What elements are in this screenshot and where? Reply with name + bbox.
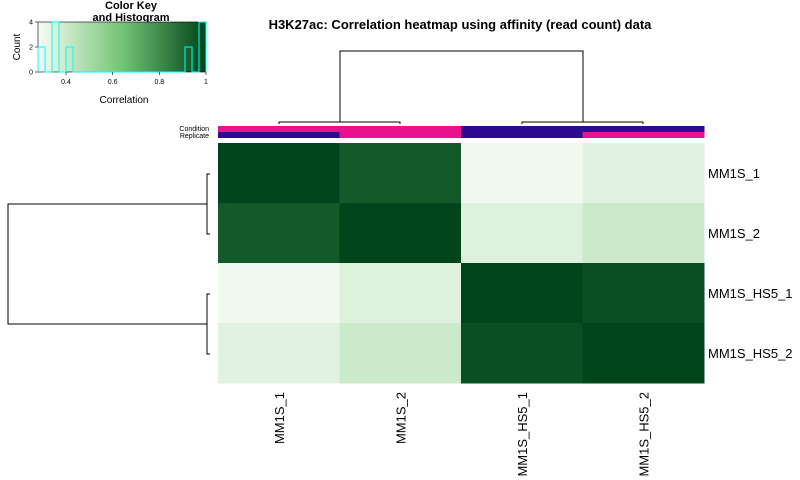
color-key-xtick-label: 0.8 [154,79,164,86]
column-label: MM1S_1 [272,392,287,444]
heatmap-cell-MM1S_HS5_2-MM1S_1 [218,323,340,384]
heatmap-cell-MM1S_HS5_2-MM1S_HS5_2 [583,323,705,384]
condition-bar-MM1S_HS5_1 [461,126,583,132]
annotation-label-replicate: Replicate [180,133,209,140]
row-dendrogram-root [8,204,207,324]
condition-bar-MM1S_1 [218,126,340,132]
row-label: MM1S_2 [708,226,760,241]
replicate-bar-MM1S_1 [218,132,340,138]
replicate-bar-MM1S_HS5_1 [461,132,583,138]
color-key-xtick-label: 0.6 [108,79,118,86]
color-key-ytick-label: 4 [29,20,33,27]
heatmap-cell-MM1S_1-MM1S_1 [218,143,340,204]
heatmap-cell-MM1S_2-MM1S_2 [340,203,462,264]
row-dendrogram-mm1s-branch [207,174,210,234]
color-key-ylabel: Count [12,33,23,60]
heatmap-cell-MM1S_1-MM1S_2 [340,143,462,204]
color-key-ytick-label: 0 [29,70,33,77]
color-key-xtick-label: 1 [204,79,208,86]
annotation-label-condition: Condition [179,126,209,133]
color-key-xtick-label: 0.4 [61,79,71,86]
heatmap-cell-MM1S_HS5_2-MM1S_2 [340,323,462,384]
row-label: MM1S_HS5_1 [708,286,793,301]
condition-bar-MM1S_HS5_2 [583,126,705,132]
replicate-bar-MM1S_2 [340,132,462,138]
column-label: MM1S_HS5_1 [515,392,530,477]
heatmap-cell-MM1S_HS5_1-MM1S_HS5_1 [461,263,583,324]
column-dendrogram-mm1s-branch [279,122,400,124]
color-key-ytick-label: 2 [29,45,33,52]
heatmap-cell-MM1S_2-MM1S_HS5_2 [583,203,705,264]
column-dendrogram-root [340,51,583,122]
annotation-bars: Condition Replicate [179,126,704,140]
heatmap-cell-MM1S_HS5_2-MM1S_HS5_1 [461,323,583,384]
column-dendrogram-hs5-branch [522,122,643,124]
color-key-title-line1: Color Key [105,0,158,12]
heatmap-cell-MM1S_HS5_1-MM1S_1 [218,263,340,324]
column-label: MM1S_2 [393,392,408,444]
column-dendrogram [279,51,643,124]
heatmap-cell-MM1S_HS5_1-MM1S_HS5_2 [583,263,705,324]
heatmap-cell-MM1S_2-MM1S_1 [218,203,340,264]
row-labels: MM1S_1 MM1S_2 MM1S_HS5_1 MM1S_HS5_2 [708,166,793,361]
chart-title: H3K27ac: Correlation heatmap using affin… [269,17,653,32]
color-key-gradient [38,22,206,72]
row-dendrogram [8,174,210,354]
column-label: MM1S_HS5_2 [636,392,651,477]
heatmap-cells [218,143,705,384]
condition-bar-MM1S_2 [340,126,462,132]
row-label: MM1S_1 [708,166,760,181]
heatmap-cell-MM1S_1-MM1S_HS5_1 [461,143,583,204]
replicate-bar-MM1S_HS5_2 [583,132,705,138]
row-label: MM1S_HS5_2 [708,346,793,361]
column-labels: MM1S_1 MM1S_2 MM1S_HS5_1 MM1S_HS5_2 [272,392,652,477]
heatmap-cell-MM1S_HS5_1-MM1S_2 [340,263,462,324]
heatmap-cell-MM1S_1-MM1S_HS5_2 [583,143,705,204]
color-key-xlabel: Correlation [100,95,149,106]
row-dendrogram-hs5-branch [207,294,210,354]
heatmap-cell-MM1S_2-MM1S_HS5_1 [461,203,583,264]
